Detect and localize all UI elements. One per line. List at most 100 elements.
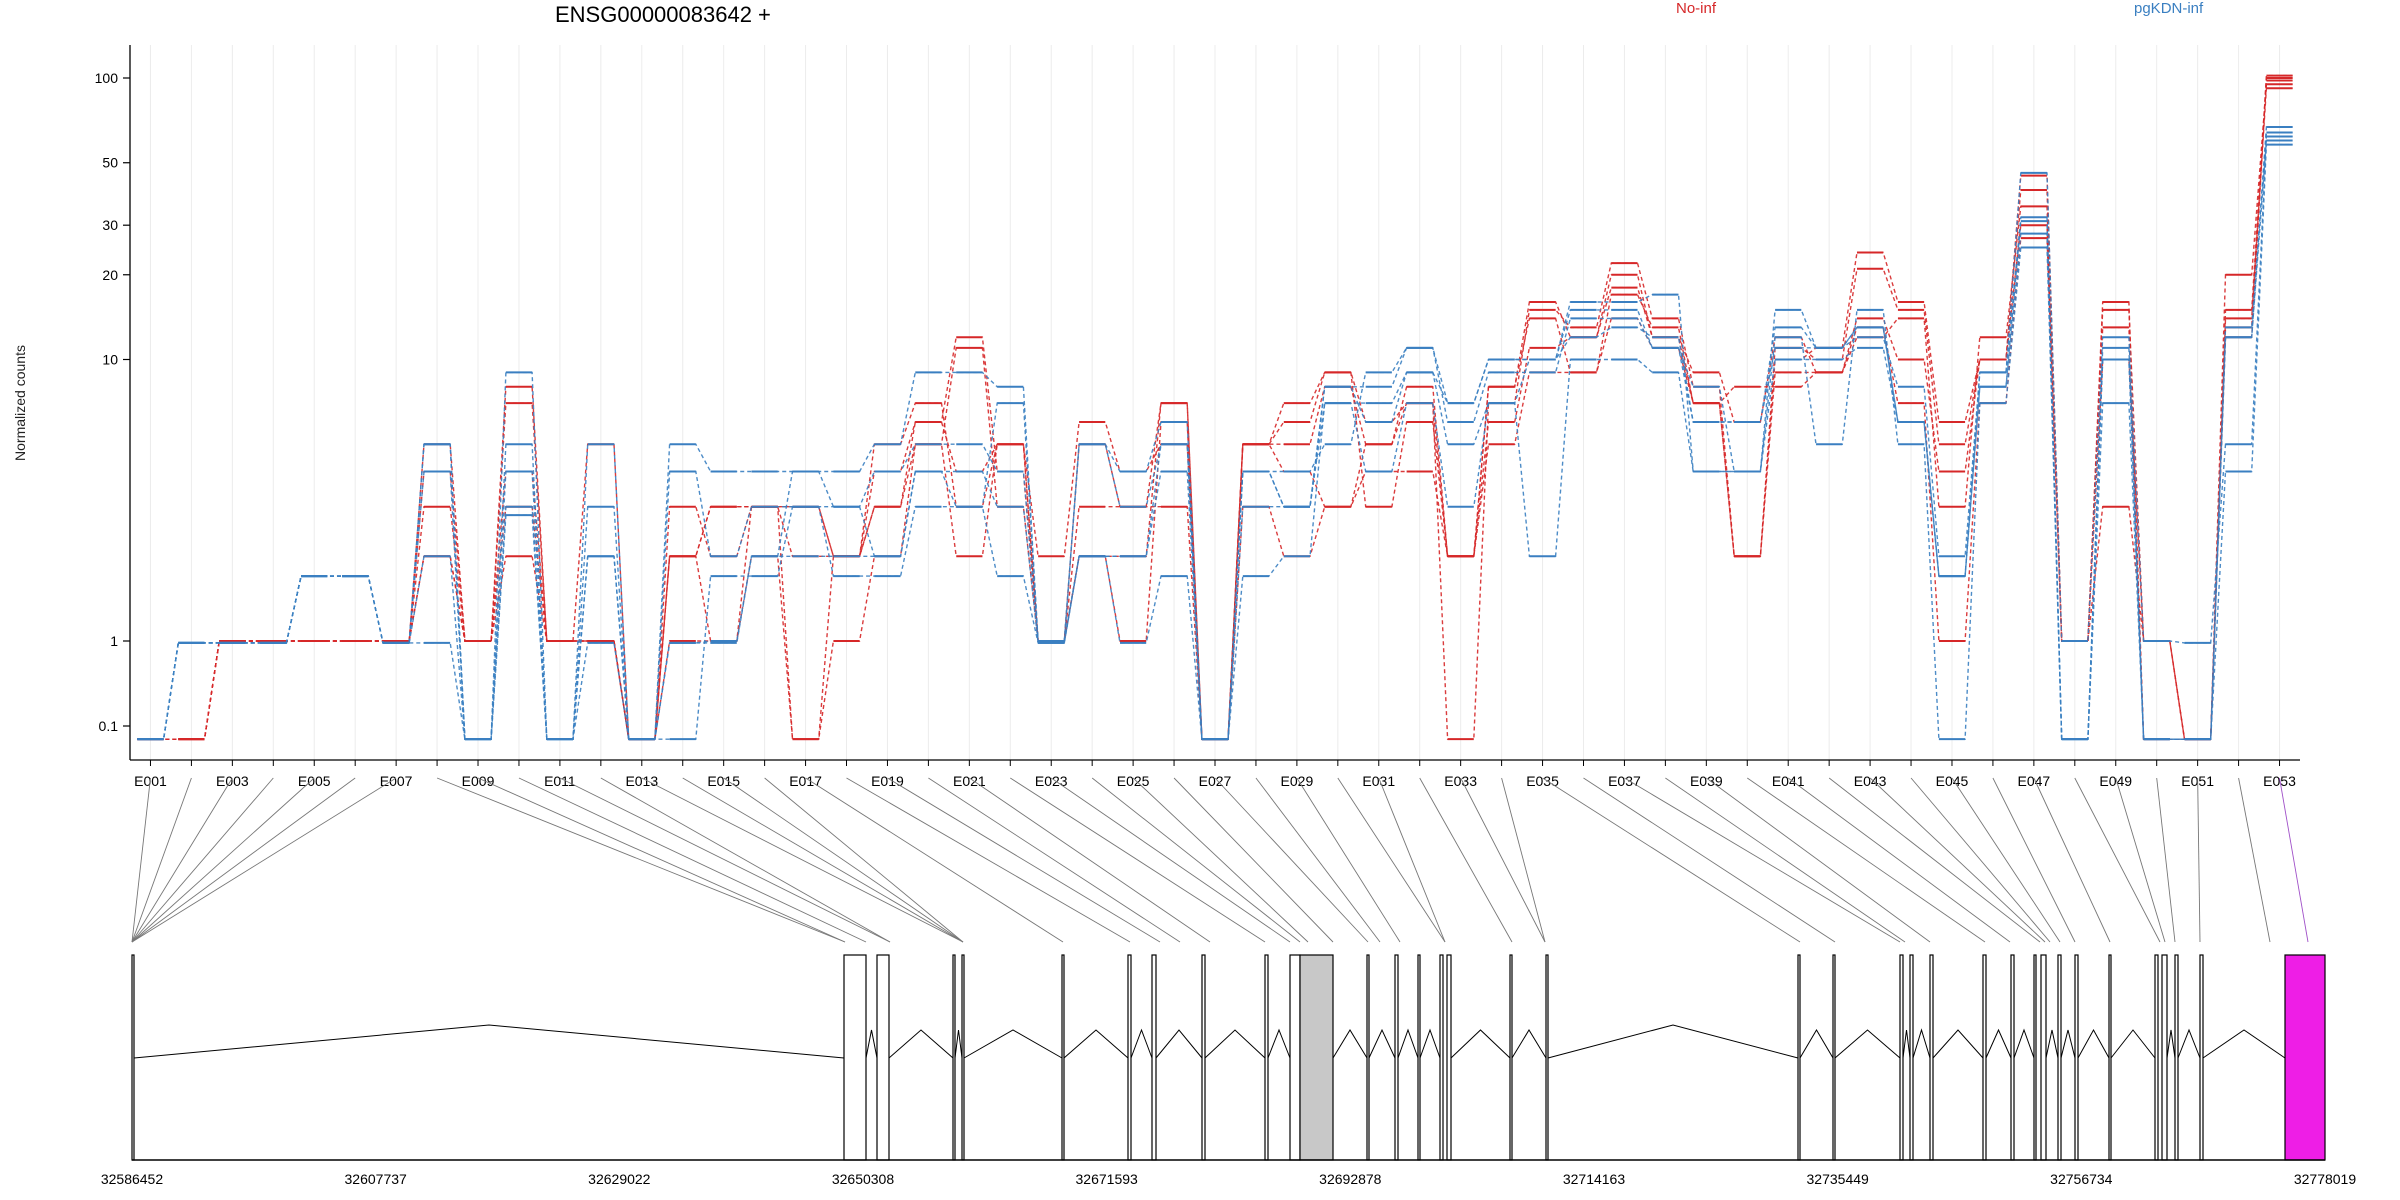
exon-box bbox=[1909, 954, 1914, 1161]
y-tick-label: 1 bbox=[110, 633, 118, 649]
coord-tick-label: 32778019 bbox=[2294, 1171, 2357, 1187]
exon-box bbox=[2154, 954, 2159, 1161]
exon-box bbox=[2040, 954, 2047, 1161]
intron-line bbox=[1130, 1028, 1153, 1059]
exon-connector bbox=[928, 777, 1181, 943]
exon-connector bbox=[477, 777, 846, 943]
exon-connector bbox=[600, 777, 891, 943]
exon-connector bbox=[887, 777, 1161, 943]
exon-box bbox=[2161, 954, 2168, 1161]
coord-tick-label: 32629022 bbox=[588, 1171, 651, 1187]
exon-box bbox=[2074, 954, 2079, 1161]
intron-line bbox=[2166, 1029, 2176, 1059]
exon-connector bbox=[1132, 777, 1309, 943]
intron-line bbox=[1511, 1029, 1547, 1059]
exon-connector bbox=[1501, 777, 1546, 943]
exon-connector bbox=[846, 777, 1131, 943]
exon-box bbox=[1127, 954, 1132, 1161]
exon-connector bbox=[559, 777, 891, 943]
x-tick-label: E013 bbox=[625, 773, 658, 789]
exon-connector bbox=[1460, 777, 1546, 943]
exon-connector bbox=[1910, 777, 2051, 943]
x-tick-label: E041 bbox=[1772, 773, 1805, 789]
x-tick-label: E043 bbox=[1854, 773, 1887, 789]
intron-line bbox=[2177, 1028, 2201, 1059]
intron-line bbox=[1450, 1029, 1511, 1059]
intron-line bbox=[1985, 1028, 2012, 1059]
y-axis: 0.1 1 10 20 30 50 100 bbox=[95, 45, 131, 760]
exon-connector bbox=[1665, 777, 1906, 943]
exon-connector bbox=[436, 777, 846, 943]
exon-connector bbox=[2238, 777, 2271, 943]
exon-box bbox=[1151, 954, 1157, 1161]
exon-connector bbox=[2033, 777, 2111, 943]
exon-box bbox=[1264, 954, 1269, 1161]
intron-line bbox=[865, 1029, 878, 1059]
intron-line bbox=[1932, 1029, 1984, 1059]
exon-box bbox=[2108, 954, 2112, 1161]
grid-lines bbox=[149, 45, 2281, 760]
exon-connector bbox=[131, 777, 397, 943]
coord-tick-label: 32756734 bbox=[2050, 1171, 2113, 1187]
exon-connector bbox=[131, 777, 356, 943]
intron-line bbox=[954, 1029, 963, 1059]
exon-connector bbox=[131, 777, 315, 943]
intron-line bbox=[888, 1029, 954, 1059]
x-tick-label: E009 bbox=[462, 773, 495, 789]
exon-box bbox=[1797, 954, 1801, 1161]
x-tick-label: E011 bbox=[544, 773, 576, 789]
intron-line bbox=[1547, 1024, 1799, 1059]
intron-line bbox=[133, 1024, 845, 1059]
exon-box bbox=[1899, 954, 1904, 1161]
exon-box bbox=[1061, 954, 1065, 1161]
exon-connector bbox=[1050, 777, 1291, 943]
exon-connector bbox=[1624, 777, 1901, 943]
intron-line bbox=[1267, 1028, 1291, 1059]
x-tick-label: E035 bbox=[1526, 773, 1559, 789]
x-tick-label: E033 bbox=[1444, 773, 1477, 789]
x-tick-label: E007 bbox=[380, 773, 413, 789]
intron-line bbox=[2013, 1028, 2035, 1059]
intron-line bbox=[2202, 1029, 2286, 1059]
exon-connector bbox=[1869, 777, 2046, 943]
exon-box bbox=[843, 954, 867, 1161]
exon-connector bbox=[1542, 777, 1801, 943]
coord-tick-label: 32671593 bbox=[1076, 1171, 1139, 1187]
exon-connector bbox=[1706, 777, 1931, 943]
x-tick-label: E049 bbox=[2099, 773, 2132, 789]
y-tick-label: 30 bbox=[102, 217, 118, 233]
genome-coordinate-axis: 32586452 32607737 32629022 32650308 32671593… bbox=[101, 1159, 2357, 1187]
exon-connectors bbox=[131, 777, 2309, 943]
series-line-pgkdn-inf bbox=[137, 131, 2293, 740]
x-tick-label: E023 bbox=[1035, 773, 1068, 789]
exon-box bbox=[2284, 954, 2326, 1161]
intron-line bbox=[1902, 1029, 1911, 1059]
legend-no-inf: No-inf bbox=[1676, 0, 1717, 17]
intron-line bbox=[2110, 1029, 2156, 1059]
intron-line bbox=[1799, 1029, 1834, 1059]
exon-connector bbox=[1214, 777, 1369, 943]
exon-connector bbox=[1255, 777, 1381, 943]
legend-pgkdn-inf: pgKDN-inf bbox=[2134, 0, 2204, 17]
x-tick-label: E037 bbox=[1608, 773, 1641, 789]
x-tick-label: E025 bbox=[1117, 773, 1150, 789]
x-tick-label: E005 bbox=[298, 773, 331, 789]
intron-line bbox=[1204, 1029, 1266, 1059]
exon-box bbox=[1299, 954, 1334, 1161]
exon-connector bbox=[1992, 777, 2076, 943]
x-tick-label: E015 bbox=[707, 773, 740, 789]
exon-connector bbox=[969, 777, 1211, 943]
x-tick-label: E027 bbox=[1199, 773, 1232, 789]
exon-box bbox=[876, 954, 890, 1161]
y-tick-label: 10 bbox=[102, 352, 118, 368]
exon-connector bbox=[1296, 777, 1401, 943]
intron-line bbox=[1834, 1029, 1901, 1059]
exon-connector bbox=[1828, 777, 2041, 943]
exon-connector bbox=[131, 777, 151, 943]
exon-box bbox=[1929, 954, 1934, 1161]
exon-connector bbox=[1173, 777, 1334, 943]
exon-box bbox=[1832, 954, 1836, 1161]
exon-connector bbox=[2197, 777, 2201, 943]
x-tick-label: E017 bbox=[789, 773, 822, 789]
